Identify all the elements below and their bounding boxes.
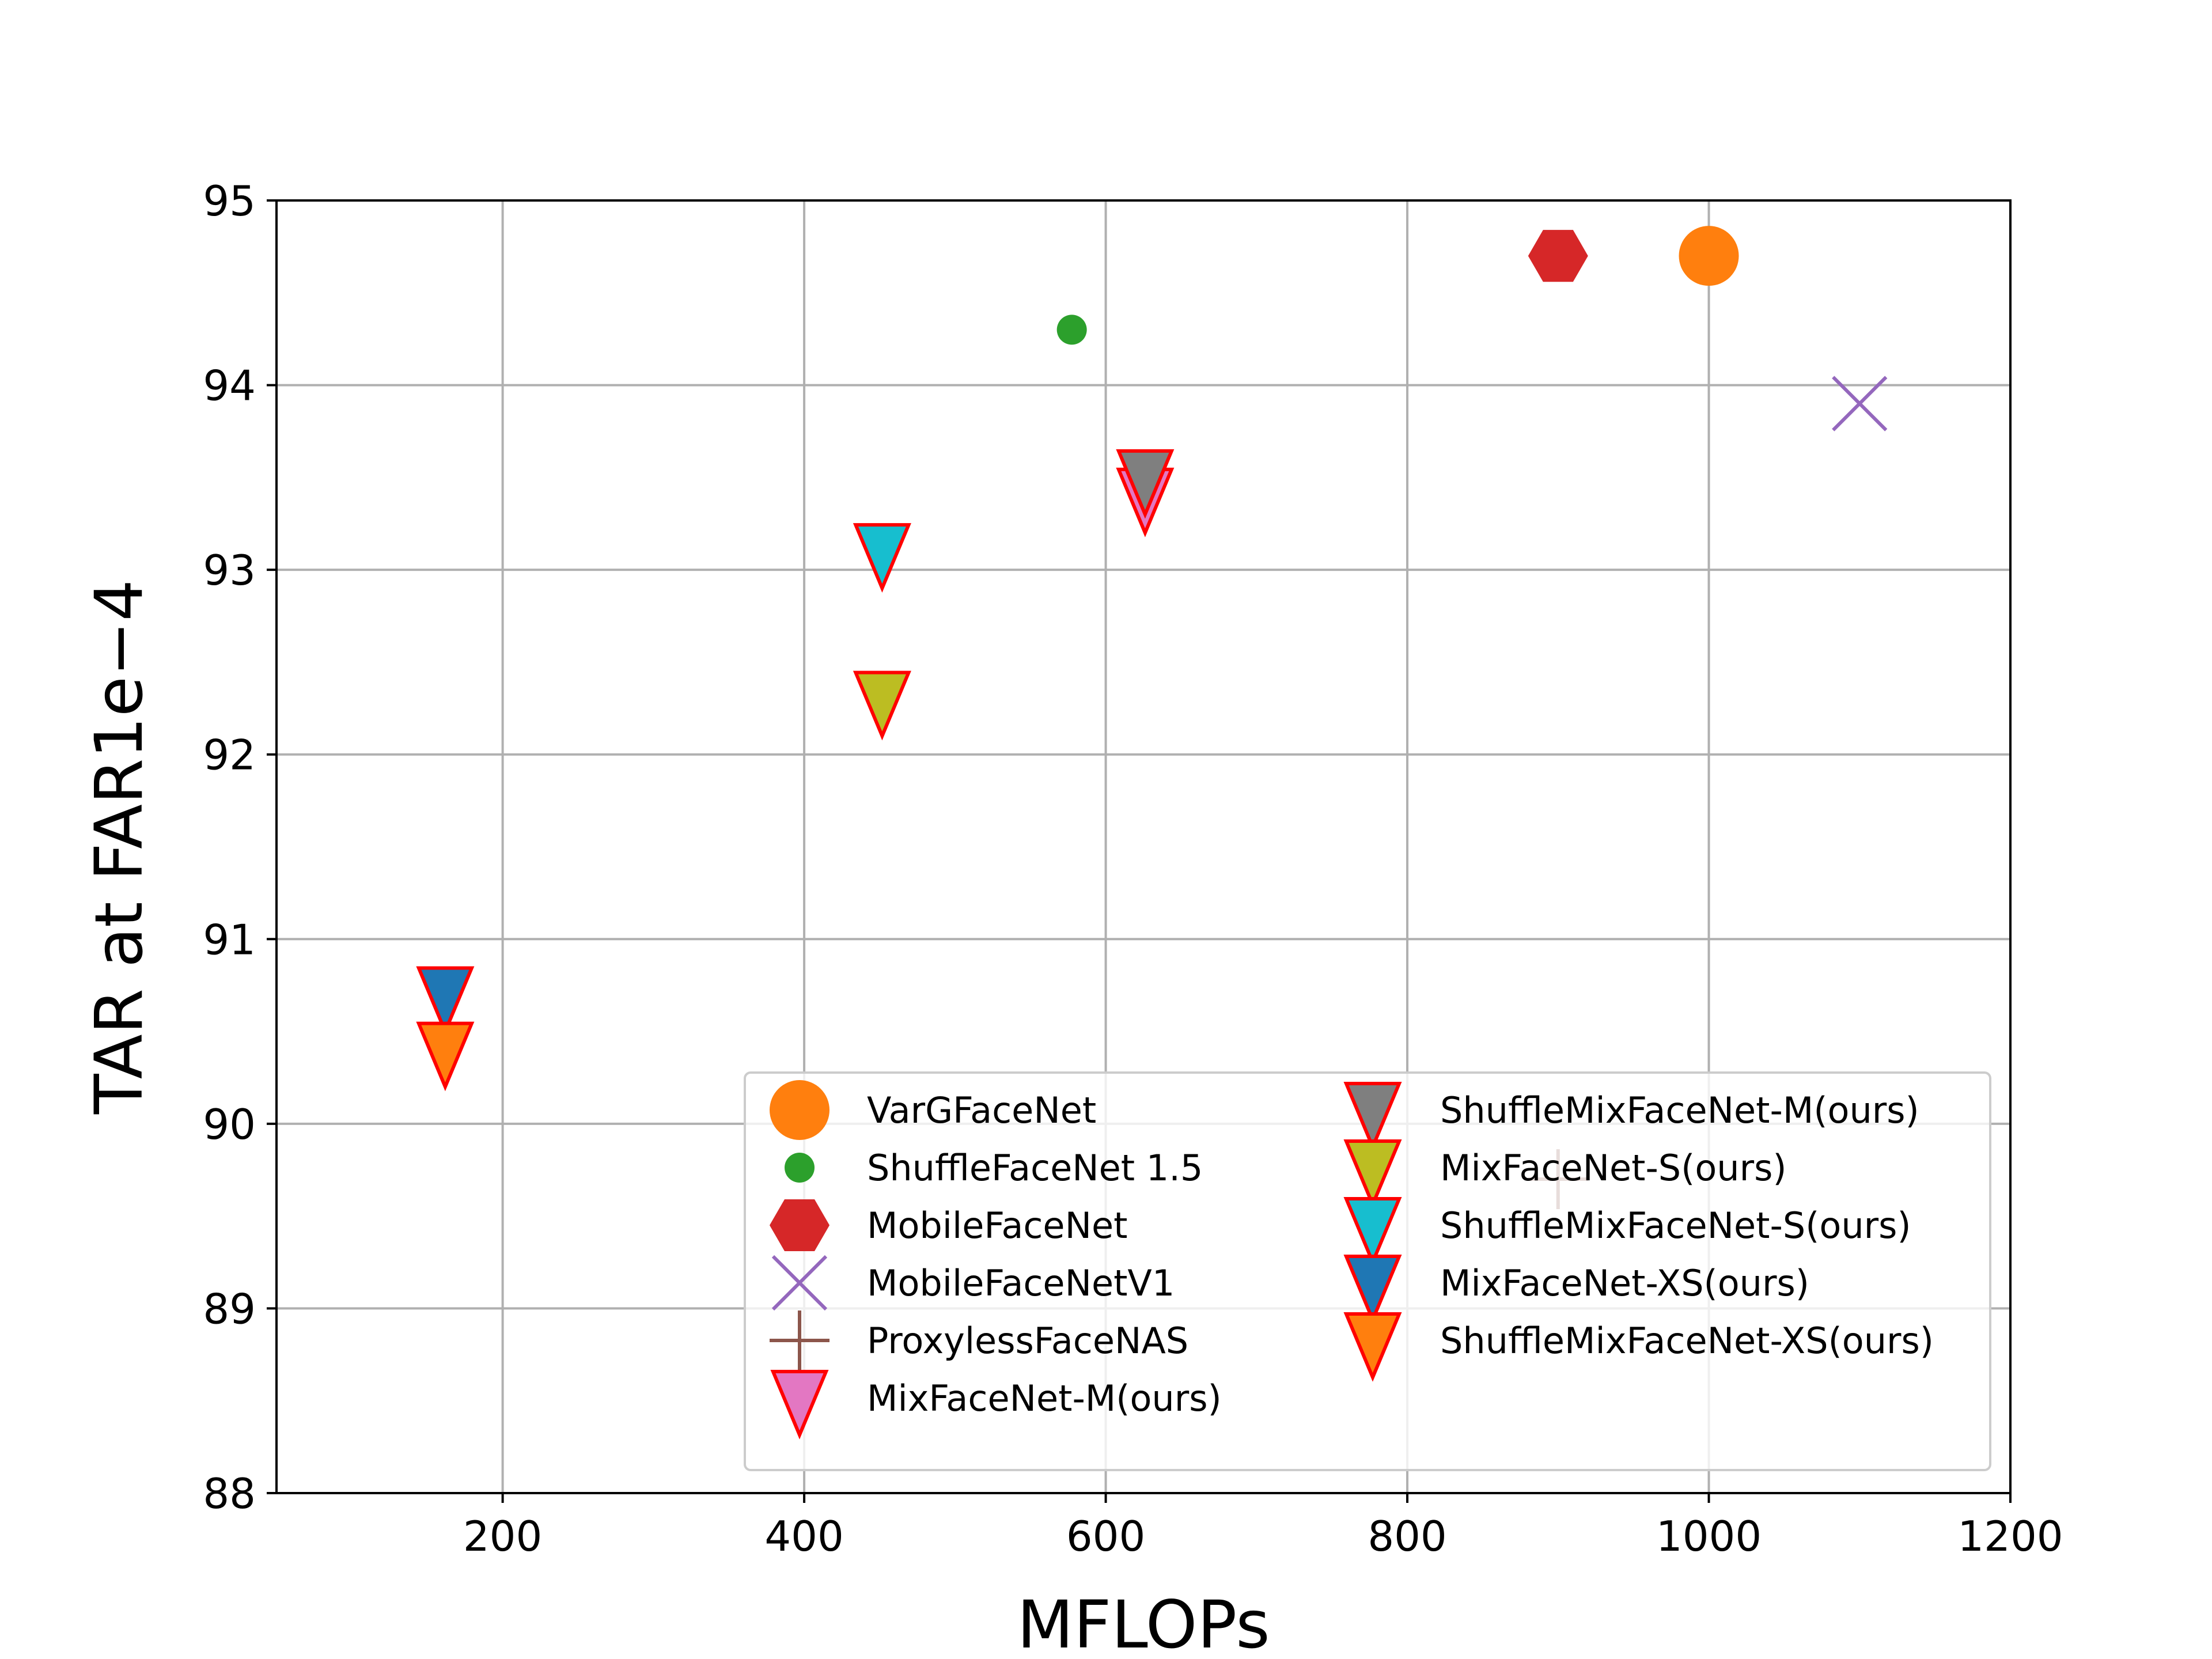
legend-marker-mobilefacenetv1 — [771, 1255, 828, 1311]
legend-label: MixFaceNet-S(ours) — [1440, 1147, 1787, 1189]
x-tick-label: 1200 — [1957, 1512, 2063, 1560]
y-tick-label: 92 — [203, 731, 256, 779]
legend-label: MixFaceNet-XS(ours) — [1440, 1262, 1809, 1304]
point-shufflemixfacenet-m-ours — [1116, 449, 1175, 519]
point-shufflemixfacenet-s-ours — [853, 523, 911, 593]
legend-label: MobileFaceNetV1 — [867, 1262, 1175, 1304]
legend-marker-mixfacenet-m-ours — [770, 1370, 829, 1440]
legend-label: VarGFaceNet — [867, 1089, 1096, 1131]
point-mixfacenet-s-ours — [853, 671, 911, 741]
legend-marker-shufflemixfacenet-s-ours — [1343, 1197, 1402, 1267]
axis-ticks: 200 400 600 800 1000 1200 88 89 90 91 92 93 94 95 — [203, 177, 2063, 1560]
point-mixfacenet-xs-ours — [416, 966, 475, 1036]
legend-label: MixFaceNet-M(ours) — [867, 1377, 1222, 1419]
legend-marker-shufflefacenet-1-5 — [785, 1153, 815, 1183]
point-mobilefacenetv1 — [1832, 376, 1888, 431]
y-tick-label: 93 — [203, 546, 256, 594]
y-tick-label: 90 — [203, 1100, 256, 1149]
x-tick-label: 1000 — [1656, 1512, 1762, 1560]
legend-marker-shufflemixfacenet-m-ours — [1343, 1082, 1402, 1152]
x-tick-label: 400 — [764, 1512, 843, 1560]
y-tick-label: 89 — [203, 1285, 256, 1333]
legend-marker-mobilefacenet — [770, 1199, 830, 1251]
x-tick-label: 800 — [1368, 1512, 1446, 1560]
legend-label: MobileFaceNet — [867, 1205, 1127, 1247]
legend-marker-vargfacenet — [770, 1080, 830, 1140]
point-vargfacenet — [1679, 226, 1739, 286]
x-tick-label: 200 — [463, 1512, 542, 1560]
legend-marker-shufflemixfacenet-xs-ours — [1343, 1312, 1402, 1382]
point-shufflemixfacenet-xs-ours — [416, 1021, 475, 1092]
x-tick-label: 600 — [1066, 1512, 1145, 1560]
y-tick-label: 95 — [203, 177, 256, 225]
legend-label: ShuffleMixFaceNet-S(ours) — [1440, 1205, 1911, 1247]
legend-marker-proxylessfacenas — [770, 1310, 830, 1370]
point-mobilefacenet — [1528, 230, 1588, 282]
legend-label: ProxylessFaceNAS — [867, 1320, 1188, 1362]
x-axis-label: MFLOPs — [1017, 1586, 1270, 1659]
legend-label: ShuffleMixFaceNet-M(ours) — [1440, 1089, 1919, 1131]
legend-label: ShuffleFaceNet 1.5 — [867, 1147, 1203, 1189]
data-points — [416, 226, 1888, 1210]
legend: VarGFaceNet ShuffleFaceNet 1.5 MobileFaceN… — [744, 1071, 1991, 1471]
y-axis-label: TAR at FAR1e−4 — [81, 579, 157, 1115]
point-shufflefacenet-1-5 — [1056, 315, 1087, 345]
y-tick-label: 91 — [203, 915, 256, 964]
legend-marker-mixfacenet-xs-ours — [1343, 1255, 1402, 1324]
y-tick-label: 94 — [203, 362, 256, 410]
legend-label: ShuffleMixFaceNet-XS(ours) — [1440, 1320, 1934, 1362]
y-tick-label: 88 — [203, 1469, 256, 1518]
legend-marker-mixfacenet-s-ours — [1343, 1139, 1402, 1209]
plot-frame — [275, 199, 2012, 1494]
